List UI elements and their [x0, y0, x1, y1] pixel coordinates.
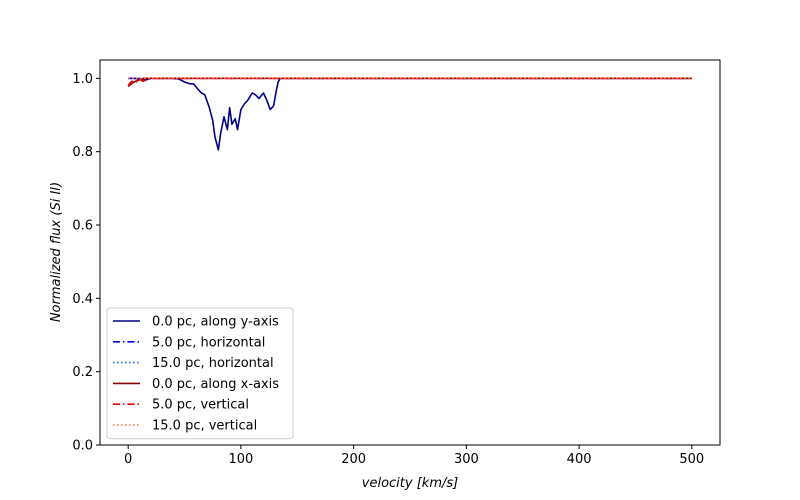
legend-label: 0.0 pc, along x-axis — [152, 377, 279, 392]
y-tick-label: 0.0 — [72, 439, 93, 454]
legend-label: 0.0 pc, along y-axis — [152, 315, 279, 330]
legend-label: 5.0 pc, horizontal — [152, 335, 265, 350]
x-axis-ticks: 0 100 200 300 400 500 — [124, 445, 704, 467]
x-tick-label: 300 — [454, 452, 479, 467]
x-tick-label: 0 — [124, 452, 132, 467]
x-tick-label: 200 — [341, 452, 366, 467]
y-tick-label: 0.6 — [72, 219, 93, 234]
y-tick-label: 1.0 — [72, 72, 93, 87]
x-tick-label: 500 — [679, 452, 704, 467]
y-tick-label: 0.4 — [72, 292, 93, 307]
x-tick-label: 100 — [228, 452, 253, 467]
legend-box — [106, 307, 294, 440]
legend-label: 5.0 pc, vertical — [152, 398, 249, 413]
x-tick-label: 400 — [567, 452, 592, 467]
y-tick-label: 0.2 — [72, 365, 93, 380]
legend-label: 15.0 pc, vertical — [152, 419, 257, 434]
legend-label: 15.0 pc, horizontal — [152, 356, 274, 371]
x-axis-label: velocity [km/s] — [362, 476, 458, 491]
y-axis-label: Normalized flux (Si II) — [49, 182, 64, 322]
legend: 0.0 pc, along y-axis 5.0 pc, horizontal 15… — [106, 307, 294, 440]
y-tick-label: 0.8 — [72, 145, 93, 160]
series-layer — [127, 77, 692, 151]
plot-frame — [99, 59, 721, 446]
y-axis-ticks: 0.0 0.2 0.4 0.6 0.8 1.0 — [72, 72, 100, 454]
